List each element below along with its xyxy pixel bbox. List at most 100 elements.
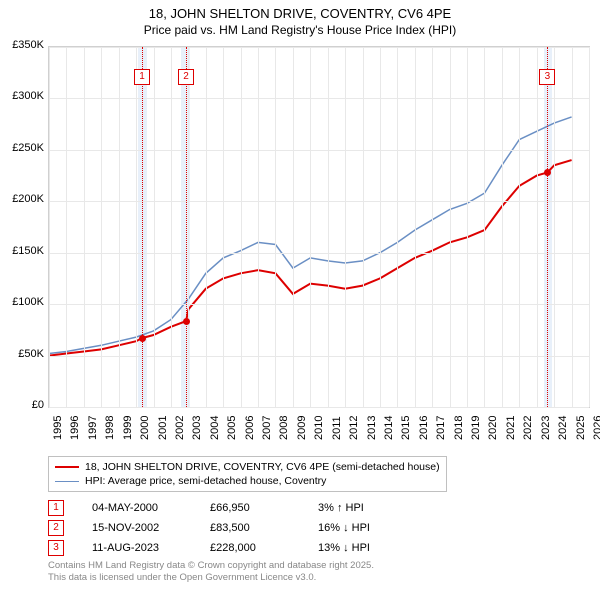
chart-container: 18, JOHN SHELTON DRIVE, COVENTRY, CV6 4P… [0,0,600,590]
gridline-h [49,150,589,151]
x-tick-label: 1998 [104,416,116,440]
gridline-v [241,47,242,407]
gridline-v [432,47,433,407]
gridline-v [537,47,538,407]
gridline-v [154,47,155,407]
x-tick-label: 2014 [383,416,395,440]
gridline-v [572,47,573,407]
gridline-v [345,47,346,407]
gridline-v [84,47,85,407]
marker-dot [544,169,551,176]
y-tick-label: £0 [0,399,44,411]
marker-line [142,47,143,407]
x-tick-label: 2022 [522,416,534,440]
gridline-v [136,47,137,407]
y-tick-label: £200K [0,193,44,205]
x-tick-label: 2025 [575,416,587,440]
y-tick-label: £300K [0,90,44,102]
marker-badge: 1 [48,500,64,516]
table-row: 1 04-MAY-2000 £66,950 3% ↑ HPI [48,498,428,518]
transactions-table: 1 04-MAY-2000 £66,950 3% ↑ HPI 2 15-NOV-… [48,498,428,558]
gridline-v [223,47,224,407]
marker-box: 1 [134,69,150,85]
x-tick-label: 2000 [139,416,151,440]
x-tick-label: 2016 [418,416,430,440]
chart-title-block: 18, JOHN SHELTON DRIVE, COVENTRY, CV6 4P… [0,0,600,37]
gridline-v [293,47,294,407]
gridline-v [502,47,503,407]
y-tick-label: £100K [0,296,44,308]
txn-price: £66,950 [210,502,290,514]
gridline-v [258,47,259,407]
gridline-v [380,47,381,407]
x-tick-label: 2007 [261,416,273,440]
x-tick-label: 2004 [209,416,221,440]
marker-line [547,47,548,407]
txn-price: £83,500 [210,522,290,534]
gridline-v [49,47,50,407]
x-tick-label: 2018 [453,416,465,440]
marker-box: 2 [178,69,194,85]
legend-row: HPI: Average price, semi-detached house,… [55,474,440,488]
marker-dot [183,318,190,325]
x-tick-label: 2024 [557,416,569,440]
marker-dot [139,335,146,342]
x-tick-label: 2026 [592,416,600,440]
x-tick-label: 2003 [191,416,203,440]
chart-title: 18, JOHN SHELTON DRIVE, COVENTRY, CV6 4P… [0,6,600,21]
legend-label: HPI: Average price, semi-detached house,… [85,474,326,488]
plot-area: 1 2 3 [48,46,590,408]
x-tick-label: 2009 [296,416,308,440]
gridline-h [49,304,589,305]
gridline-h [49,253,589,254]
caption-line: Contains HM Land Registry data © Crown c… [48,560,374,572]
y-tick-label: £250K [0,142,44,154]
x-tick-label: 2005 [226,416,238,440]
gridline-h [49,356,589,357]
series-svg [49,47,589,407]
txn-vs-hpi: 16% ↓ HPI [318,522,428,534]
gridline-h [49,47,589,48]
gridline-v [484,47,485,407]
legend-row: 18, JOHN SHELTON DRIVE, COVENTRY, CV6 4P… [55,460,440,474]
x-tick-label: 2011 [331,416,343,440]
txn-date: 11-AUG-2023 [92,542,182,554]
marker-badge: 3 [48,540,64,556]
gridline-h [49,98,589,99]
marker-line [186,47,187,407]
gridline-v [363,47,364,407]
gridline-v [415,47,416,407]
table-row: 2 15-NOV-2002 £83,500 16% ↓ HPI [48,518,428,538]
gridline-h [49,201,589,202]
gridline-v [206,47,207,407]
x-tick-label: 2017 [435,416,447,440]
x-tick-label: 1997 [87,416,99,440]
gridline-v [171,47,172,407]
gridline-v [119,47,120,407]
y-tick-label: £350K [0,39,44,51]
legend-swatch [55,481,79,482]
gridline-h [49,407,589,408]
x-tick-label: 2015 [400,416,412,440]
x-tick-label: 2008 [278,416,290,440]
caption-line: This data is licensed under the Open Gov… [48,572,374,584]
table-row: 3 11-AUG-2023 £228,000 13% ↓ HPI [48,538,428,558]
marker-box: 3 [539,69,555,85]
y-tick-label: £150K [0,245,44,257]
legend-label: 18, JOHN SHELTON DRIVE, COVENTRY, CV6 4P… [85,460,440,474]
x-tick-label: 2013 [366,416,378,440]
gridline-v [101,47,102,407]
x-tick-label: 2019 [470,416,482,440]
marker-badge: 2 [48,520,64,536]
gridline-v [66,47,67,407]
gridline-v [188,47,189,407]
x-tick-label: 2012 [348,416,360,440]
x-tick-label: 2021 [505,416,517,440]
gridline-v [589,47,590,407]
legend-swatch [55,466,79,468]
gridline-v [310,47,311,407]
txn-vs-hpi: 3% ↑ HPI [318,502,428,514]
gridline-v [328,47,329,407]
gridline-v [450,47,451,407]
x-tick-label: 2006 [244,416,256,440]
